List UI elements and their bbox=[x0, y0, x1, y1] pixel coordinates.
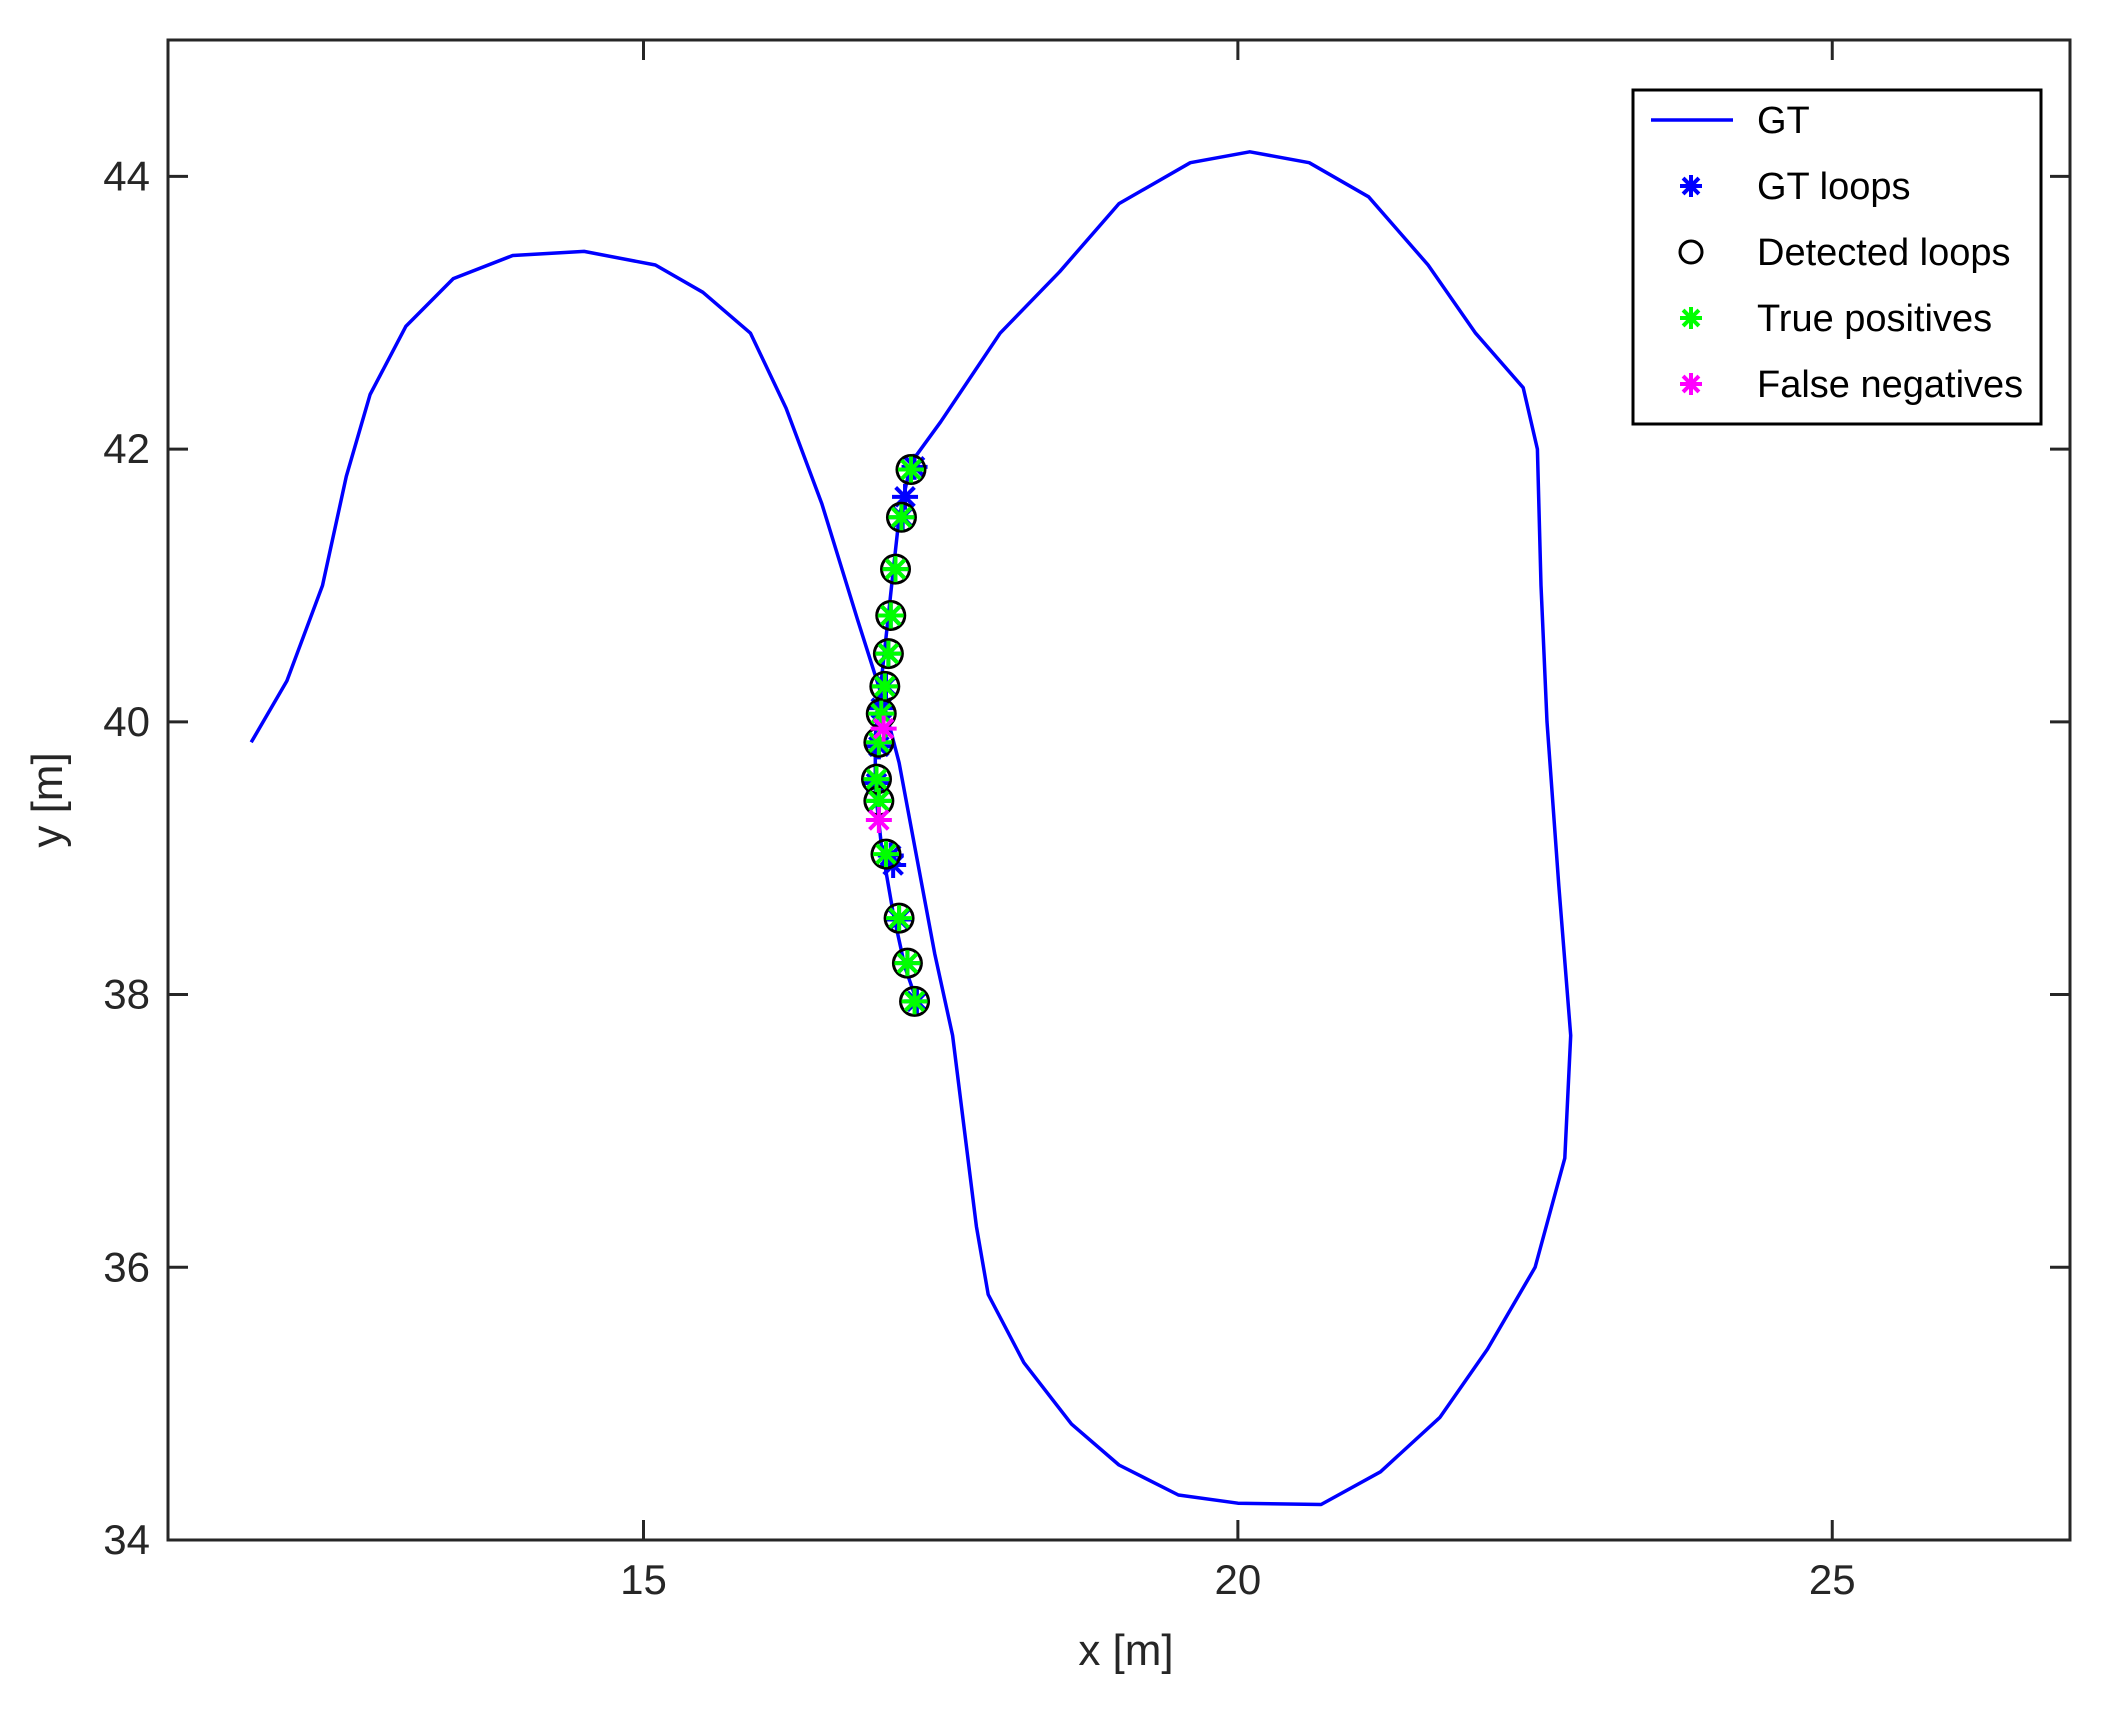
true-positive-marker bbox=[865, 787, 892, 814]
y-tick-label: 38 bbox=[103, 971, 150, 1018]
detected-loop-marker bbox=[895, 454, 927, 486]
true-positive-marker bbox=[863, 766, 890, 793]
legend-entries: GT GT loops Detected loops True positives Fa… bbox=[1651, 100, 2023, 406]
detected-loop-marker bbox=[899, 985, 931, 1017]
axes-layer bbox=[166, 38, 2072, 1542]
true-positive-marker bbox=[871, 673, 898, 700]
legend-label: Detected loops bbox=[1757, 232, 2011, 274]
detected-loop-marker bbox=[883, 902, 915, 934]
legend-asterisk-swatch bbox=[1680, 373, 1702, 395]
y-axis-label: y [m] bbox=[23, 752, 72, 847]
x-tick-label: 20 bbox=[1215, 1556, 1262, 1603]
x-axis-label: x [m] bbox=[1078, 1626, 1173, 1675]
true-positive-marker bbox=[901, 988, 928, 1015]
false-negative-marker bbox=[870, 715, 897, 742]
legend-entry: GT loops bbox=[1680, 166, 1910, 208]
legend-asterisk-swatch bbox=[1680, 175, 1702, 197]
detected-loop-marker bbox=[870, 838, 902, 870]
legend-entry: True positives bbox=[1680, 298, 1992, 340]
false-negative-marker bbox=[865, 807, 892, 833]
y-tick-label: 44 bbox=[103, 152, 150, 199]
detected-loop-marker bbox=[872, 638, 904, 670]
detected-loop-marker bbox=[875, 599, 907, 631]
legend-label: GT loops bbox=[1757, 166, 1910, 208]
detected-loop-marker bbox=[860, 763, 892, 795]
true-positive-marker bbox=[886, 905, 913, 932]
detected-loop-marker bbox=[880, 553, 912, 585]
legend-asterisk-swatch bbox=[1680, 307, 1702, 329]
legend-label: GT bbox=[1757, 100, 1810, 142]
legend-entry: Detected loops bbox=[1678, 232, 2011, 274]
y-tick-label: 36 bbox=[103, 1243, 150, 1290]
x-tick-label: 15 bbox=[620, 1556, 667, 1603]
true-positive-marker bbox=[894, 950, 921, 977]
ticks-layer: 15 20 25 34 36 38 40 42 44 bbox=[103, 40, 2070, 1603]
legend-entry: GT bbox=[1651, 100, 1810, 142]
true-positive-marker bbox=[873, 841, 900, 868]
true-positive-marker bbox=[888, 504, 915, 531]
true-positive-marker bbox=[875, 640, 902, 667]
legend-label: False negatives bbox=[1757, 364, 2023, 406]
detected-loop-marker bbox=[885, 501, 917, 533]
true-positive-marker bbox=[882, 556, 909, 583]
axes-box bbox=[166, 38, 2072, 1542]
true-positive-marker bbox=[897, 456, 924, 483]
detected-loop-marker bbox=[891, 947, 923, 979]
y-tick-label: 40 bbox=[103, 698, 150, 745]
legend-label: True positives bbox=[1757, 298, 1992, 340]
true-positive-marker bbox=[877, 602, 904, 629]
legend: GT GT loops Detected loops True positives Fa… bbox=[1631, 88, 2043, 426]
x-tick-label: 25 bbox=[1809, 1556, 1856, 1603]
y-tick-label: 42 bbox=[103, 425, 150, 472]
y-tick-label: 34 bbox=[103, 1516, 150, 1563]
series-layer bbox=[249, 150, 1573, 1507]
legend-entry: False negatives bbox=[1680, 364, 2023, 406]
legend-circle-swatch bbox=[1678, 239, 1704, 265]
